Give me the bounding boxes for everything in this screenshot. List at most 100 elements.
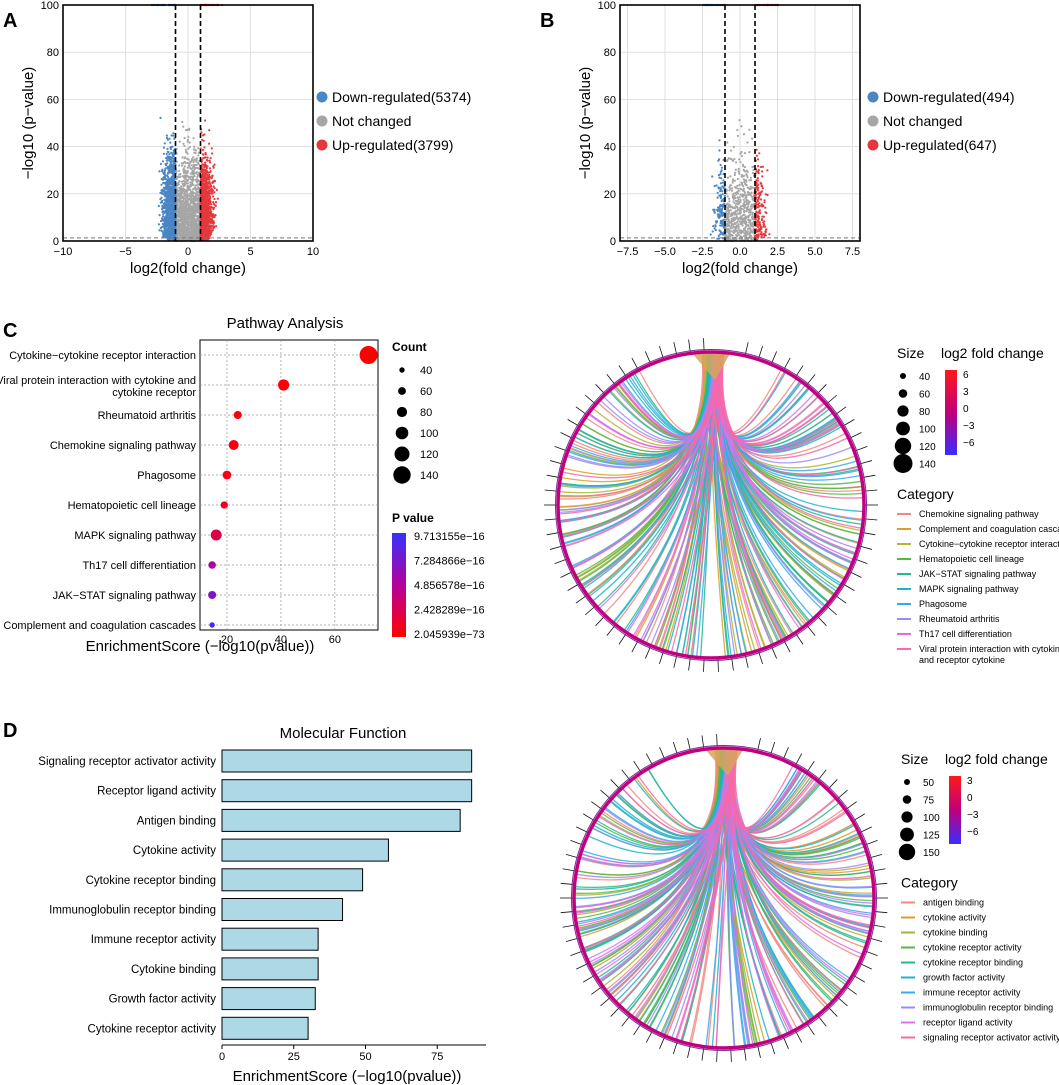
data-point <box>743 166 747 169</box>
data-point <box>728 200 731 203</box>
data-point <box>742 133 746 136</box>
data-point <box>713 211 716 214</box>
data-point <box>180 214 183 217</box>
data-point <box>725 234 728 237</box>
data-point <box>732 159 735 162</box>
data-point <box>209 157 212 160</box>
data-point <box>199 170 202 173</box>
data-point <box>749 176 753 179</box>
data-point <box>167 231 170 234</box>
data-point <box>204 213 207 217</box>
data-point <box>748 226 751 230</box>
data-point <box>190 226 193 229</box>
data-point <box>176 214 179 217</box>
data-point <box>160 183 163 186</box>
data-point <box>205 207 208 210</box>
data-point <box>738 119 741 122</box>
data-point <box>160 170 164 173</box>
data-point <box>193 158 197 161</box>
data-point <box>187 194 190 197</box>
data-point <box>721 214 724 217</box>
data-point <box>176 225 179 228</box>
data-point <box>207 226 210 229</box>
data-point <box>727 157 730 160</box>
data-point <box>201 212 204 215</box>
data-point <box>213 206 216 209</box>
y-axis-label: −log10 (p−value) <box>20 67 37 180</box>
data-point <box>743 228 746 231</box>
data-point <box>205 185 209 188</box>
data-point <box>182 125 185 128</box>
data-point <box>192 195 195 198</box>
data-point <box>172 193 175 196</box>
data-point <box>161 204 164 207</box>
data-point <box>165 178 168 181</box>
data-point <box>745 210 748 213</box>
data-point <box>179 185 183 188</box>
data-point <box>183 191 186 195</box>
data-point <box>158 214 161 217</box>
data-point <box>752 231 755 234</box>
data-point <box>192 188 195 191</box>
legend-marker <box>316 115 328 127</box>
data-point <box>176 181 179 185</box>
data-point <box>172 153 175 157</box>
data-point <box>733 158 736 161</box>
data-point <box>193 233 197 236</box>
data-point <box>740 150 743 154</box>
data-point <box>208 173 211 177</box>
data-point <box>733 179 737 182</box>
data-point <box>747 225 750 228</box>
data-point <box>181 224 184 227</box>
data-point <box>215 188 218 191</box>
data-point <box>196 183 199 186</box>
data-point <box>178 164 181 167</box>
data-point <box>729 206 732 209</box>
x-tick-label: −5 <box>119 246 132 258</box>
data-point <box>204 203 208 206</box>
data-point <box>721 203 724 206</box>
data-point <box>206 156 209 159</box>
data-point <box>178 180 181 183</box>
data-point <box>183 165 186 168</box>
data-point <box>189 175 192 178</box>
data-point <box>212 225 215 228</box>
data-point <box>737 170 741 173</box>
data-point <box>747 215 750 218</box>
data-point <box>738 183 741 186</box>
data-point <box>212 213 215 216</box>
data-point <box>190 191 193 194</box>
legend-marker <box>316 139 328 151</box>
data-point <box>191 201 194 204</box>
data-point <box>185 190 188 193</box>
data-point <box>193 164 197 167</box>
data-point <box>198 221 201 224</box>
data-point <box>199 210 202 213</box>
data-point <box>712 225 715 228</box>
data-point <box>183 136 186 140</box>
data-point <box>720 166 724 169</box>
data-point <box>193 198 196 201</box>
data-point <box>744 225 748 228</box>
data-point <box>171 176 174 179</box>
data-point <box>182 142 185 145</box>
data-point <box>159 116 162 119</box>
data-point <box>203 189 207 192</box>
data-point <box>180 195 183 198</box>
data-point <box>714 224 717 227</box>
data-point <box>196 214 199 218</box>
data-point <box>202 153 205 156</box>
data-point <box>715 184 718 187</box>
data-point <box>743 234 746 238</box>
data-point <box>196 218 200 221</box>
data-point <box>204 168 207 172</box>
data-point <box>185 157 189 160</box>
data-point <box>207 178 210 181</box>
data-point <box>736 134 740 137</box>
data-point <box>190 193 193 196</box>
data-point <box>172 157 175 160</box>
data-point <box>722 223 725 226</box>
data-point <box>205 167 208 170</box>
data-point <box>741 204 744 208</box>
data-point <box>180 218 183 221</box>
